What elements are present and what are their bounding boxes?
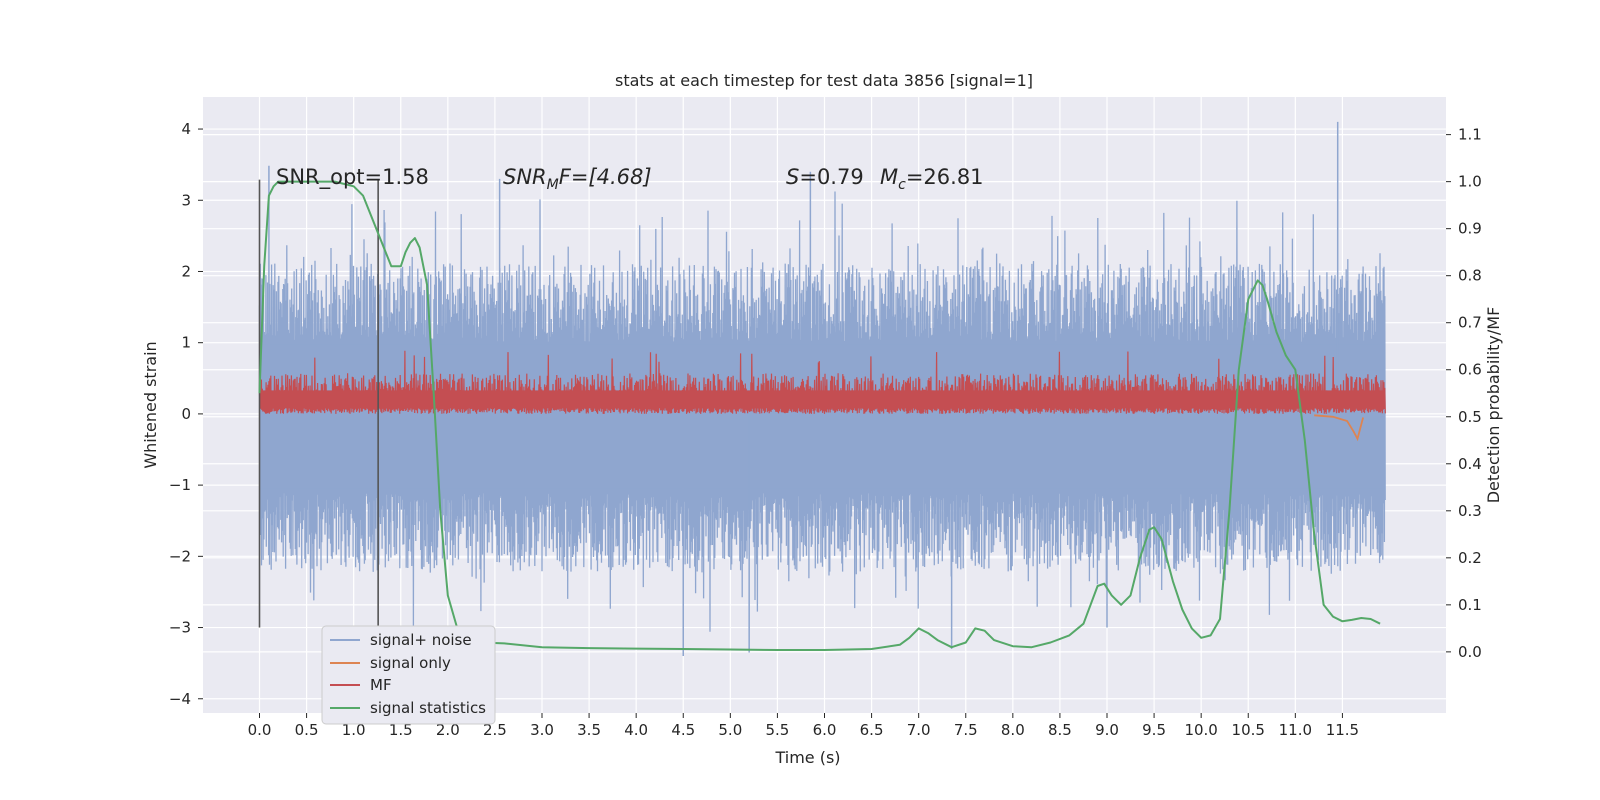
- annotation-mc: Mc=26.81: [880, 165, 984, 193]
- legend-label-stat: signal statistics: [370, 699, 486, 717]
- x-tick-label: 4.5: [671, 721, 695, 739]
- signal-statistics-series: [258, 180, 1381, 651]
- x-tick-label: 6.0: [813, 721, 837, 739]
- legend-label-noise: signal+ noise: [370, 631, 472, 649]
- x-tick-label: 8.0: [1001, 721, 1025, 739]
- legend: signal+ noise signal only MF signal stat…: [321, 625, 496, 725]
- y-tick-label: 2: [181, 262, 191, 280]
- x-tick-label: 0.0: [248, 721, 272, 739]
- x-tick-label: 3.5: [577, 721, 601, 739]
- signal-only-trace: [1314, 414, 1364, 442]
- noise-core: [259, 344, 1385, 489]
- x-tick-label: 2.5: [483, 721, 507, 739]
- annotation-snr-mf-sub: M: [547, 177, 559, 193]
- y-tick-label: 4: [181, 120, 191, 138]
- signal-only-series: [1314, 414, 1364, 442]
- y-tick-label: −4: [169, 690, 191, 708]
- x-tick-label: 2.0: [436, 721, 460, 739]
- x-tick-label: 3.0: [530, 721, 554, 739]
- x-tick-label: 6.5: [860, 721, 884, 739]
- y2-tick-label: 1.1: [1458, 126, 1482, 144]
- y2-tick-label: 0.6: [1458, 361, 1482, 379]
- mf-core: [259, 390, 1385, 407]
- y2-tick-label: 0.7: [1458, 314, 1482, 332]
- annotation-mc-post: =26.81: [906, 165, 984, 189]
- x-tick-label: 7.0: [907, 721, 931, 739]
- y-axis-ticks: 4 3 2 1 0 −1 −2 −3 −4: [169, 120, 203, 708]
- x-tick-label: 0.5: [295, 721, 319, 739]
- y-tick-label: −1: [169, 476, 191, 494]
- annotation-mc-pre: M: [880, 165, 898, 189]
- y2-tick-label: 0.8: [1458, 267, 1482, 285]
- x-tick-label: 9.0: [1095, 721, 1119, 739]
- window-markers: [258, 179, 379, 628]
- y2-tick-label: 0.3: [1458, 502, 1482, 520]
- signal-statistics-line: [258, 180, 1381, 651]
- y2-axis-label: Detection probability/MF: [1484, 307, 1503, 504]
- annotation-s-pre: S: [786, 165, 799, 189]
- y-tick-label: −3: [169, 619, 191, 637]
- x-tick-label: 10.5: [1232, 721, 1265, 739]
- legend-box: [321, 625, 496, 725]
- annotation-mc-sub: c: [898, 177, 906, 193]
- y2-tick-label: 1.0: [1458, 173, 1482, 191]
- x-tick-label: 8.5: [1048, 721, 1072, 739]
- chart-title: stats at each timestep for test data 385…: [615, 71, 1033, 90]
- annotation-snr-mf-post: F=[4.68]: [559, 165, 652, 189]
- mf-series: [258, 350, 1386, 414]
- annotation-s: S=0.79: [786, 165, 864, 189]
- y-tick-label: 0: [181, 405, 191, 423]
- annotation-snr-opt: SNR_opt=1.58: [276, 165, 429, 190]
- y2-tick-label: 0.2: [1458, 549, 1482, 567]
- x-tick-label: 7.5: [954, 721, 978, 739]
- x-tick-label: 11.0: [1279, 721, 1312, 739]
- x-tick-label: 5.5: [765, 721, 789, 739]
- noise-series: [258, 121, 1386, 657]
- annotation-snr-mf-pre: SNR: [503, 165, 547, 189]
- annotation-s-post: =0.79: [799, 165, 863, 189]
- x-tick-label: 10.0: [1184, 721, 1217, 739]
- legend-label-mf: MF: [370, 676, 392, 694]
- y-tick-label: 1: [181, 334, 191, 352]
- annotation-snr-mf: SNRMF=[4.68]: [503, 165, 652, 193]
- y-tick-label: 3: [181, 191, 191, 209]
- x-tick-label: 1.0: [342, 721, 366, 739]
- y2-tick-label: 0.1: [1458, 596, 1482, 614]
- y2-tick-label: 0.0: [1458, 643, 1482, 661]
- y2-axis-ticks: 1.1 1.0 0.9 0.8 0.7 0.6 0.5 0.4 0.3 0.2 0.1 0.0: [1446, 126, 1482, 661]
- y2-tick-label: 0.5: [1458, 408, 1482, 426]
- x-axis-label: Time (s): [774, 748, 840, 767]
- legend-label-signal-only: signal only: [370, 654, 451, 672]
- y-tick-label: −2: [169, 547, 191, 565]
- y2-tick-label: 0.9: [1458, 220, 1482, 238]
- x-tick-label: 11.5: [1326, 721, 1359, 739]
- y2-tick-label: 0.4: [1458, 455, 1482, 473]
- x-tick-label: 5.0: [718, 721, 742, 739]
- x-tick-label: 1.5: [389, 721, 413, 739]
- x-tick-label: 4.0: [624, 721, 648, 739]
- x-tick-label: 9.5: [1142, 721, 1166, 739]
- x-axis-ticks: 0.0 0.5 1.0 1.5 2.0 2.5 3.0 3.5 4.0 4.5 5.0 5.5 6.0 6…: [248, 713, 1359, 739]
- y-axis-label: Whitened strain: [141, 341, 160, 468]
